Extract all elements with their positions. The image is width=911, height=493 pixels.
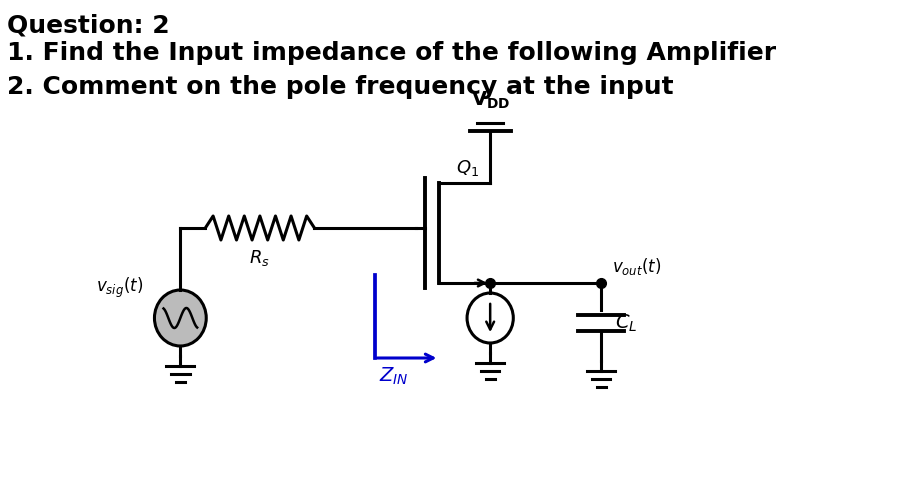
Text: $\mathbf{V_{DD}}$: $\mathbf{V_{DD}}$ (470, 90, 509, 111)
Text: $R_s$: $R_s$ (250, 248, 270, 268)
Text: $Q_1$: $Q_1$ (456, 158, 478, 178)
Circle shape (466, 293, 513, 343)
Text: 2. Comment on the pole frequency at the input: 2. Comment on the pole frequency at the … (7, 75, 673, 99)
Text: $v_{out}(t)$: $v_{out}(t)$ (611, 256, 661, 277)
Text: $C_L$: $C_L$ (614, 313, 637, 334)
Text: $v_{sig}(t)$: $v_{sig}(t)$ (97, 276, 143, 300)
Text: Question: 2: Question: 2 (7, 13, 169, 37)
Circle shape (154, 290, 206, 346)
Text: 1. Find the Input impedance of the following Amplifier: 1. Find the Input impedance of the follo… (7, 41, 775, 65)
Text: $Z_{IN}$: $Z_{IN}$ (379, 366, 408, 387)
